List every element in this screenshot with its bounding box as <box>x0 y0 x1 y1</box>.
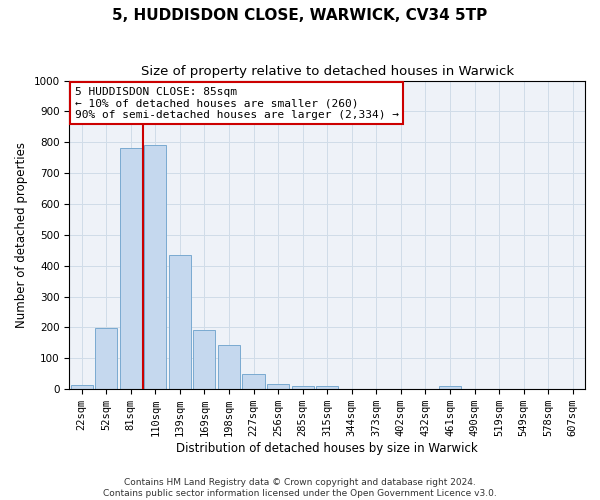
Text: 5, HUDDISDON CLOSE, WARWICK, CV34 5TP: 5, HUDDISDON CLOSE, WARWICK, CV34 5TP <box>112 8 488 22</box>
Bar <box>218 345 240 389</box>
Title: Size of property relative to detached houses in Warwick: Size of property relative to detached ho… <box>140 65 514 78</box>
Bar <box>316 386 338 389</box>
Bar <box>95 328 117 389</box>
Y-axis label: Number of detached properties: Number of detached properties <box>15 142 28 328</box>
Bar <box>144 146 166 389</box>
Bar <box>193 330 215 389</box>
Text: Contains HM Land Registry data © Crown copyright and database right 2024.
Contai: Contains HM Land Registry data © Crown c… <box>103 478 497 498</box>
Bar <box>120 148 142 389</box>
Bar <box>169 255 191 389</box>
Bar <box>71 384 93 389</box>
X-axis label: Distribution of detached houses by size in Warwick: Distribution of detached houses by size … <box>176 442 478 455</box>
Bar <box>439 386 461 389</box>
Bar <box>267 384 289 389</box>
Bar <box>242 374 265 389</box>
Text: 5 HUDDISDON CLOSE: 85sqm
← 10% of detached houses are smaller (260)
90% of semi-: 5 HUDDISDON CLOSE: 85sqm ← 10% of detach… <box>74 86 398 120</box>
Bar <box>292 386 314 389</box>
